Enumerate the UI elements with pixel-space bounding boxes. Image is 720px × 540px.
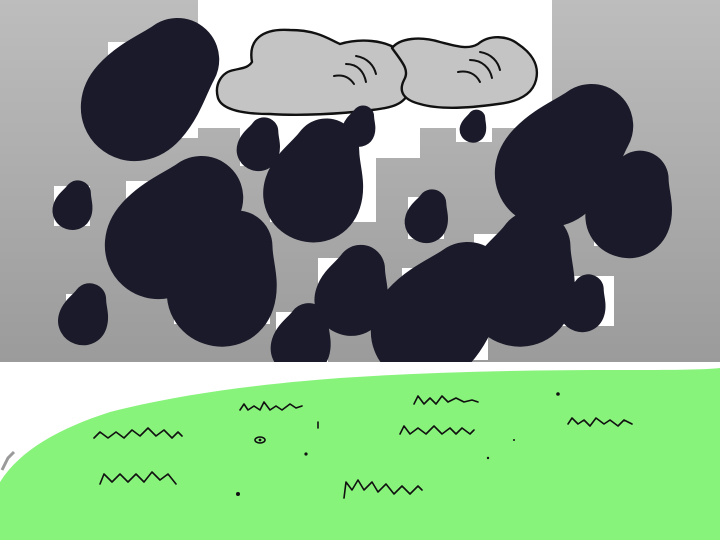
ground: [0, 362, 720, 540]
raindrop: [73, 297, 98, 331]
raindrop: [292, 146, 342, 213]
raindrop: [530, 117, 601, 192]
raindrop: [417, 201, 439, 230]
raindrop: [352, 115, 369, 137]
raindrop: [249, 129, 271, 158]
raindrop: [199, 241, 254, 315]
raindrop: [467, 117, 480, 135]
raindrop: [572, 287, 595, 318]
raindrop: [610, 175, 653, 233]
raindrop: [288, 320, 318, 360]
grass-tufts: [93, 392, 633, 499]
raindrop: [497, 241, 552, 315]
raindrop: [116, 51, 187, 126]
raindrop: [336, 265, 373, 314]
cloud-right: [390, 36, 539, 109]
cloud-left: [215, 28, 413, 116]
raindrop: [64, 192, 84, 219]
